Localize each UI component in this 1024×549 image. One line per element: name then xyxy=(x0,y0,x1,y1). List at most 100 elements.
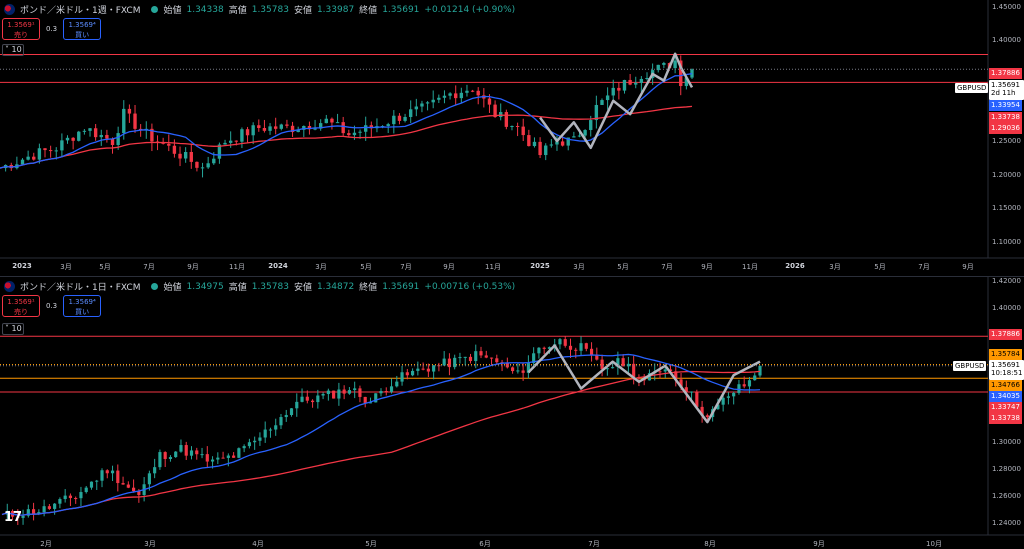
candle xyxy=(26,509,30,516)
candle xyxy=(88,128,92,131)
candle xyxy=(753,375,757,381)
candle xyxy=(695,391,699,407)
sell-button[interactable]: 1.3569¹ 売り xyxy=(2,18,40,40)
candle xyxy=(468,356,473,362)
current-price-box: 1.35691 10:18:51 xyxy=(989,360,1024,380)
price-tick-label: 1.26000 xyxy=(992,492,1021,500)
sell-button[interactable]: 1.3569¹ 売り xyxy=(2,295,40,317)
candle xyxy=(174,451,178,458)
time-tick-label: 3月 xyxy=(573,263,585,271)
candle xyxy=(71,137,75,141)
candle xyxy=(674,371,678,380)
candle xyxy=(74,498,78,500)
candle xyxy=(583,130,587,136)
candle xyxy=(662,63,666,65)
candle xyxy=(758,365,762,376)
weekly-chart-pane[interactable]: ポンド／米ドル・1週・FXCM 始値 1.34338 高値 1.35783 安値 1.… xyxy=(0,0,1024,274)
candle xyxy=(16,516,20,518)
lot-size-dropdown[interactable]: ˅ 10 xyxy=(2,323,24,335)
candle xyxy=(37,148,42,160)
buy-button[interactable]: 1.3569⁴ 買い xyxy=(63,18,102,40)
weekly-chart-canvas[interactable] xyxy=(0,0,1024,274)
candle xyxy=(307,126,312,130)
candle xyxy=(384,391,388,393)
candle xyxy=(521,126,525,136)
candle xyxy=(656,64,660,71)
candle xyxy=(116,470,120,484)
time-tick-label: 5月 xyxy=(360,263,372,271)
candle xyxy=(358,388,362,397)
candle xyxy=(465,90,469,93)
buy-price: 1.3569⁴ xyxy=(68,21,96,29)
candle xyxy=(300,396,304,402)
candle xyxy=(257,125,261,128)
candle xyxy=(726,396,730,398)
price-tick-label: 1.10000 xyxy=(992,237,1021,246)
daily-chart-canvas[interactable] xyxy=(0,277,1024,549)
candle xyxy=(206,163,210,168)
symbol-title[interactable]: ポンド／米ドル・1週・FXCM xyxy=(20,6,141,16)
current-price: 1.35691 xyxy=(991,81,1020,89)
candle xyxy=(495,358,499,363)
candle xyxy=(172,145,177,154)
candle xyxy=(178,153,182,159)
candle xyxy=(347,133,351,136)
candle xyxy=(189,450,194,456)
change-value: +0.00716 (+0.53%) xyxy=(424,281,516,292)
candle xyxy=(611,87,615,96)
symbol-tag: GBPUSD xyxy=(955,83,989,93)
candle xyxy=(405,372,409,376)
candle xyxy=(21,515,25,518)
candle xyxy=(99,134,103,138)
candle xyxy=(122,108,126,134)
candle xyxy=(747,380,752,387)
current-price-box: 1.35691 2d 11h xyxy=(989,80,1024,100)
daily-chart-pane[interactable]: ポンド／米ドル・1日・FXCM 始値 1.34975 高値 1.35783 安値 1.… xyxy=(0,276,1024,549)
candle xyxy=(574,349,578,351)
buy-button[interactable]: 1.3569⁴ 買い xyxy=(63,295,102,317)
candle xyxy=(510,125,514,127)
candle xyxy=(58,499,62,504)
candle xyxy=(347,390,351,394)
candle xyxy=(237,448,241,458)
time-tick-label: 7月 xyxy=(143,263,155,271)
tradingview-logo-icon[interactable]: 𝟭𝟳 xyxy=(4,510,23,525)
candle xyxy=(167,143,171,146)
candle xyxy=(414,106,419,110)
spread-value: 0.3 xyxy=(46,25,58,33)
candle xyxy=(263,429,267,438)
gbpusd-flag-icon xyxy=(4,281,15,292)
time-tick-label: 9月 xyxy=(813,540,825,548)
candle xyxy=(511,367,515,372)
symbol-title[interactable]: ポンド／米ドル・1日・FXCM xyxy=(20,283,141,293)
candle xyxy=(668,369,673,372)
candle xyxy=(589,120,593,131)
candle xyxy=(251,125,255,136)
bar-countdown: 2d 11h xyxy=(991,89,1016,97)
candle xyxy=(79,492,83,499)
candle xyxy=(132,487,136,492)
level-label-3: 1.34766 xyxy=(989,380,1022,391)
time-tick-label: 11月 xyxy=(742,263,758,271)
candle xyxy=(295,401,299,409)
lot-size-dropdown[interactable]: ˅ 10 xyxy=(2,44,24,56)
slow-moving-average-line xyxy=(0,105,693,169)
candle xyxy=(549,144,554,146)
candle xyxy=(558,339,562,345)
candle xyxy=(487,98,492,105)
gbpusd-flag-icon xyxy=(4,4,15,15)
candle xyxy=(470,90,475,92)
candle xyxy=(392,115,396,125)
candle xyxy=(716,404,720,410)
time-tick-label: 5月 xyxy=(99,263,111,271)
candle xyxy=(32,156,36,160)
level-label-3: 1.33738 xyxy=(989,112,1022,123)
candle xyxy=(737,384,741,393)
candle xyxy=(628,79,632,85)
candle xyxy=(420,103,424,107)
candle xyxy=(369,125,374,129)
time-tick-label: 7月 xyxy=(588,540,600,548)
level-label-1: 1.37886 xyxy=(989,329,1022,340)
candle xyxy=(100,470,104,481)
candle xyxy=(409,109,413,117)
